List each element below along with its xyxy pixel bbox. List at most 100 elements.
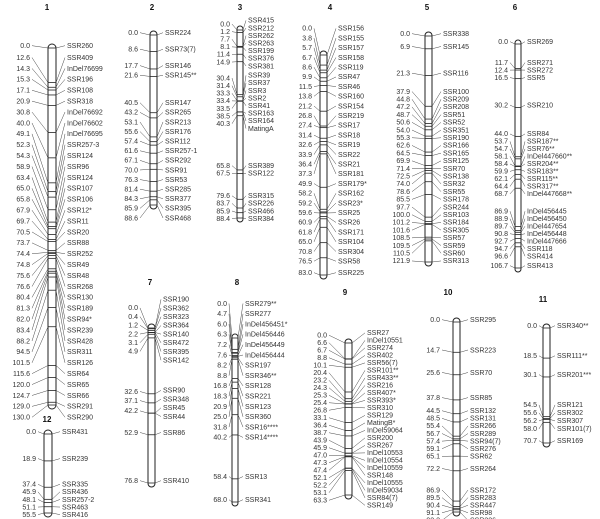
marker-position: 11.4 [217, 52, 230, 59]
position-connector [328, 440, 346, 449]
marker-connector [326, 91, 337, 97]
chromosome-bar [542, 323, 551, 448]
position-connector [441, 468, 454, 472]
position-connector [31, 255, 49, 276]
marker-position: 23.2 [313, 378, 327, 385]
marker-position: 62.6 [396, 143, 410, 150]
position-connector [228, 398, 233, 417]
marker-position: 65.8 [216, 163, 230, 170]
marker-position: 0.0 [217, 301, 227, 308]
position-connector [231, 101, 238, 109]
marker-name: SSR26 [338, 220, 360, 227]
marker-connector [431, 170, 442, 177]
position-connector [228, 388, 233, 407]
marker-position: 85.9 [216, 208, 230, 215]
marker-connector [55, 79, 66, 91]
marker-position: 4.9 [128, 349, 138, 356]
marker-connector [55, 404, 66, 418]
marker-connector [55, 100, 66, 106]
marker-name: InDel76695 [67, 131, 103, 138]
marker-name: SSR302 [557, 410, 583, 417]
marker-position: 37.3 [298, 171, 312, 178]
marker-position: 0.0 [302, 26, 312, 33]
marker-connector [154, 332, 162, 335]
marker-connector [459, 440, 469, 442]
position-connector [328, 342, 346, 360]
marker-connector [51, 431, 61, 435]
marker-name: SSR138 [443, 174, 469, 181]
marker-name: SSR226 [248, 201, 274, 208]
position-connector [139, 432, 149, 436]
marker-connector [55, 307, 66, 352]
marker-position: 3.8 [302, 35, 312, 42]
marker-name: SSR45 [163, 405, 185, 412]
position-connector [31, 133, 49, 183]
marker-position: 33.1 [313, 415, 327, 422]
position-connector [328, 425, 346, 431]
position-connector [443, 511, 454, 519]
position-connector [31, 155, 49, 198]
marker-position: 40.0 [16, 120, 30, 127]
marker-position: 88.2 [16, 338, 30, 345]
marker-position: 25.6 [426, 370, 440, 377]
marker-name: SSR23* [338, 200, 363, 207]
marker-connector [459, 504, 469, 509]
marker-connector [431, 194, 442, 200]
marker-name: SSR44 [163, 414, 185, 421]
marker-name: SSR279** [245, 301, 277, 308]
position-connector [37, 512, 45, 515]
marker-position: 120.0 [12, 382, 30, 389]
marker-name: SSR66 [67, 393, 89, 400]
position-connector [328, 365, 346, 368]
marker-position: 10.1 [313, 363, 327, 370]
marker-name: SSR55 [443, 189, 465, 196]
marker-position: 11.7 [495, 60, 508, 67]
position-connector [509, 62, 516, 69]
marker-name: SSR395 [163, 349, 189, 356]
marker-name: SSR64 [67, 371, 89, 378]
position-connector [228, 434, 233, 438]
position-connector [509, 156, 516, 167]
marker-name: InDel76602 [67, 120, 103, 127]
marker-position: 27.4 [298, 123, 312, 130]
marker-connector [237, 354, 244, 357]
marker-name: SSR88 [67, 240, 89, 247]
marker-connector [326, 134, 337, 139]
marker-name: SSR16**** [245, 424, 278, 431]
marker-name: SSR407* [367, 390, 396, 397]
marker-connector [237, 382, 244, 397]
position-connector [509, 238, 516, 242]
marker-name: InDel456445 [527, 209, 567, 216]
marker-connector [351, 467, 366, 484]
marker-name: SSR19 [338, 142, 360, 149]
position-connector [411, 129, 426, 137]
marker-connector [549, 355, 556, 359]
marker-position: 0.0 [400, 31, 410, 38]
position-connector [231, 77, 238, 95]
marker-name: SSR283 [470, 495, 496, 502]
marker-connector [431, 238, 442, 246]
marker-position: 20.9 [213, 404, 227, 411]
marker-connector [326, 144, 337, 155]
marker-connector [156, 204, 164, 219]
position-connector [411, 224, 426, 231]
marker-position: 25.4 [313, 400, 327, 407]
marker-connector [156, 102, 164, 113]
marker-position: 36.4 [313, 423, 327, 430]
marker-position: 18.3 [213, 394, 227, 401]
marker-name: SSR124 [67, 175, 93, 182]
marker-position: 45.9 [22, 489, 36, 496]
position-connector [31, 402, 49, 407]
marker-position: 33.9 [298, 152, 312, 159]
marker-connector [237, 388, 244, 407]
marker-position: 43.9 [313, 438, 327, 445]
marker-position: 53.1 [313, 490, 327, 497]
marker-connector [520, 77, 526, 79]
marker-position: 49.1 [16, 131, 30, 138]
marker-position: 30.2 [494, 102, 508, 109]
marker-name: SSR57 [443, 235, 465, 242]
position-connector [31, 68, 49, 88]
marker-position: 101.5 [12, 360, 30, 367]
marker-position: 36.4 [298, 162, 312, 169]
